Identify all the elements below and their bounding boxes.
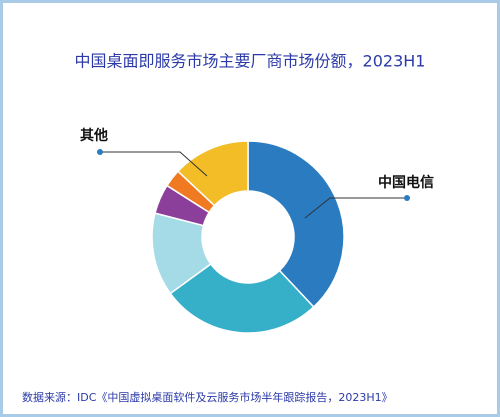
- slice: [169, 262, 315, 334]
- slice: [247, 140, 345, 309]
- source-note: 数据来源：IDC《中国虚拟桌面软件及云服务市场半年跟踪报告，2023H1》: [22, 390, 393, 404]
- leader-dot: [97, 149, 103, 155]
- chart-title: 中国桌面即服务市场主要厂商市场份额，2023H1: [75, 52, 426, 71]
- slice-label: 中国电信: [378, 174, 434, 191]
- leader-line: [304, 197, 407, 219]
- leader-line: [100, 151, 208, 177]
- slice-label: 其他: [80, 127, 108, 144]
- leader-dot: [404, 195, 410, 201]
- slice: [176, 140, 249, 207]
- donut: [151, 140, 345, 334]
